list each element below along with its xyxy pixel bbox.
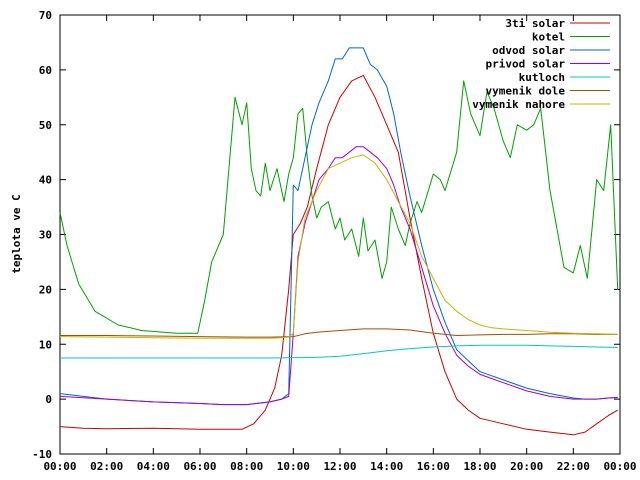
x-tick-label: 06:00 xyxy=(183,460,216,473)
x-axis: 00:00 02:00 04:00 06:00 08:00 10:00 12:00 14:00… xyxy=(43,15,637,473)
series-line-vymenik-dole xyxy=(60,328,618,338)
legend-label: kutloch xyxy=(519,71,565,84)
series-line-vymenik-nahore xyxy=(59,154,618,339)
legend-label: odvod solar xyxy=(492,44,565,57)
x-tick-label: 00:00 xyxy=(43,460,76,473)
legend-label: kotel xyxy=(532,31,565,44)
x-tick-label: 04:00 xyxy=(137,460,170,473)
series-line-kutloch xyxy=(60,344,618,359)
legend-label: vymenik nahore xyxy=(472,98,565,111)
series-line-3ti-solar xyxy=(59,74,618,436)
x-tick-label: 08:00 xyxy=(230,460,263,473)
y-tick-label: 0 xyxy=(45,393,52,406)
y-axis-label: teplota ve C xyxy=(10,194,23,273)
x-tick-label: 22:00 xyxy=(557,460,590,473)
legend-label: 3ti solar xyxy=(505,17,565,30)
y-tick-label: 60 xyxy=(39,64,52,77)
y-tick-label: 70 xyxy=(39,9,52,22)
x-tick-label: 16:00 xyxy=(417,460,450,473)
legend-label: vymenik dole xyxy=(486,85,566,98)
y-tick-label: 20 xyxy=(39,283,52,296)
series-group xyxy=(59,47,619,436)
x-tick-label: 20:00 xyxy=(510,460,543,473)
x-tick-label: 12:00 xyxy=(323,460,356,473)
y-tick-label: -10 xyxy=(32,448,52,461)
x-tick-label: 18:00 xyxy=(463,460,496,473)
legend-label: privod solar xyxy=(486,58,566,71)
series-line-privod-solar xyxy=(59,146,618,406)
x-tick-label: 00:00 xyxy=(603,460,636,473)
y-axis: -10 0 10 20 30 40 50 60 70 xyxy=(32,9,620,461)
x-tick-label: 10:00 xyxy=(277,460,310,473)
y-tick-label: 40 xyxy=(39,174,52,187)
y-tick-label: 10 xyxy=(39,338,52,351)
y-tick-label: 30 xyxy=(39,229,52,242)
x-tick-label: 02:00 xyxy=(90,460,123,473)
x-tick-label: 14:00 xyxy=(370,460,403,473)
y-tick-label: 50 xyxy=(39,119,52,132)
series-line-kotel xyxy=(59,80,619,334)
